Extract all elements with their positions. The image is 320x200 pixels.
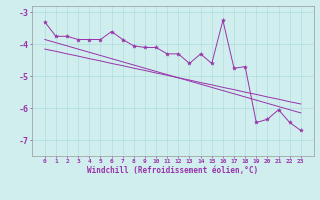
X-axis label: Windchill (Refroidissement éolien,°C): Windchill (Refroidissement éolien,°C)	[87, 166, 258, 175]
